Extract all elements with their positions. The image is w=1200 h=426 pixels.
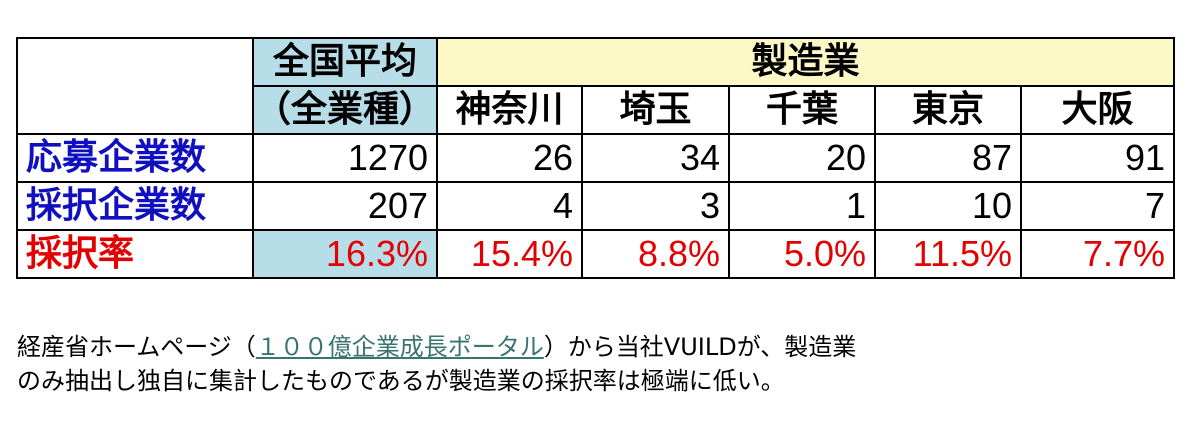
adoption-stats-table: 全国平均 製造業 （全業種） 神奈川 埼玉 千葉 東京 大阪 応募企業数 127…: [16, 37, 1176, 279]
row-label-applicants: 応募企業数: [16, 133, 254, 183]
row-label-adopted: 採択企業数: [16, 181, 254, 231]
cell-adopted-osaka: 7: [1019, 181, 1176, 231]
corner-cell: [16, 37, 254, 135]
cell-applicants-national: 1270: [252, 133, 438, 183]
caption-line-1: 経産省ホームページ（１００億企業成長ポータル）から当社VUILDが、製造業: [17, 330, 856, 364]
cell-rate-saitama: 8.8%: [581, 229, 730, 279]
caption-prefix: 経産省ホームページ（: [17, 333, 256, 361]
cell-adopted-saitama: 3: [581, 181, 730, 231]
caption-suffix: ）から当社VUILDが、製造業: [543, 333, 857, 361]
cell-rate-osaka: 7.7%: [1019, 229, 1176, 279]
cell-adopted-chiba: 1: [728, 181, 876, 231]
prefecture-header-kanagawa: 神奈川: [436, 85, 583, 135]
row-label-adoption-rate: 採択率: [16, 229, 254, 279]
source-caption: 経産省ホームページ（１００億企業成長ポータル）から当社VUILDが、製造業 のみ…: [17, 330, 856, 398]
cell-rate-national: 16.3%: [252, 229, 438, 279]
national-average-header: 全国平均: [252, 37, 438, 87]
cell-applicants-osaka: 91: [1019, 133, 1176, 183]
row-applicants: 応募企業数 1270 26 34 20 87 91: [16, 133, 1176, 183]
row-adoption-rate: 採択率 16.3% 15.4% 8.8% 5.0% 11.5% 7.7%: [16, 229, 1176, 279]
header-row-2: （全業種） 神奈川 埼玉 千葉 東京 大阪: [17, 85, 1176, 135]
header-row-1: 全国平均 製造業: [16, 37, 1176, 135]
row-adopted: 採択企業数 207 4 3 1 10 7: [16, 181, 1176, 231]
all-industries-header: （全業種）: [252, 85, 438, 135]
prefecture-header-osaka: 大阪: [1019, 85, 1176, 135]
prefecture-header-tokyo: 東京: [874, 85, 1022, 135]
prefecture-header-saitama: 埼玉: [581, 85, 730, 135]
cell-rate-kanagawa: 15.4%: [436, 229, 583, 279]
portal-link[interactable]: １００億企業成長ポータル: [255, 333, 544, 361]
cell-applicants-tokyo: 87: [874, 133, 1022, 183]
prefecture-header-chiba: 千葉: [728, 85, 876, 135]
cell-applicants-saitama: 34: [581, 133, 730, 183]
cell-adopted-kanagawa: 4: [436, 181, 583, 231]
cell-rate-chiba: 5.0%: [728, 229, 876, 279]
cell-adopted-tokyo: 10: [874, 181, 1022, 231]
caption-line-2: のみ抽出し独自に集計したものであるが製造業の採択率は極端に低い。: [17, 367, 785, 395]
cell-applicants-chiba: 20: [728, 133, 876, 183]
cell-adopted-national: 207: [252, 181, 438, 231]
cell-applicants-kanagawa: 26: [436, 133, 583, 183]
manufacturing-header: 製造業: [435, 37, 1176, 87]
cell-rate-tokyo: 11.5%: [874, 229, 1022, 279]
